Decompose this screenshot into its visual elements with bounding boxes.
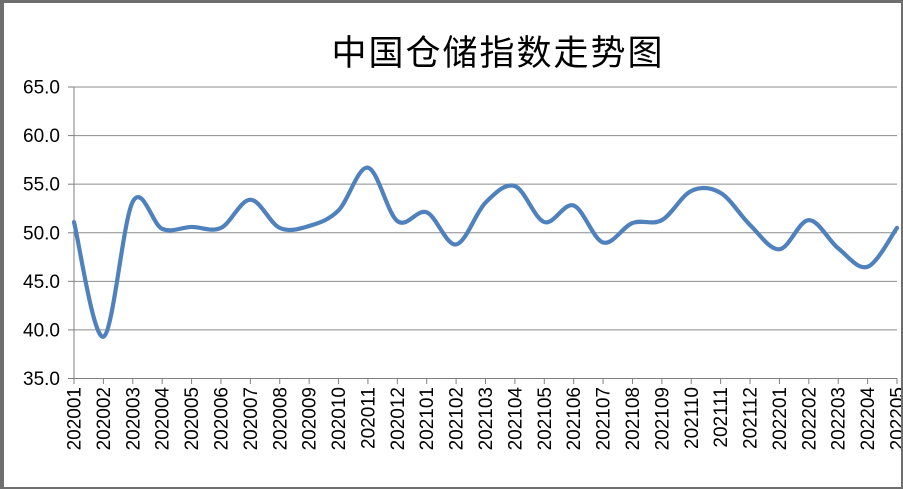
x-axis-label: 202202 (799, 387, 820, 450)
y-axis-label: 35.0 (23, 369, 60, 390)
x-axis-label: 202001 (65, 387, 86, 450)
x-axis-label: 202009 (300, 387, 321, 450)
x-axis-label: 202204 (858, 387, 879, 451)
x-axis-label: 202010 (329, 387, 350, 450)
x-axis-label: 202108 (623, 387, 644, 450)
x-axis-label: 202111 (711, 387, 732, 448)
y-axis-label: 60.0 (23, 126, 60, 147)
y-axis-label: 50.0 (23, 223, 60, 244)
x-axis-label: 202005 (182, 387, 203, 450)
x-axis-label: 202102 (447, 387, 468, 450)
chart-title: 中国仓储指数走势图 (331, 34, 665, 73)
x-axis-label: 202109 (652, 387, 673, 450)
x-axis-label: 202203 (829, 387, 850, 450)
x-axis-label: 202112 (741, 387, 762, 449)
x-axis-label: 202012 (388, 387, 409, 450)
x-axis-label: 202205 (888, 387, 903, 450)
x-axis-label: 202011 (358, 387, 379, 449)
x-axis-label: 202006 (211, 387, 232, 450)
y-axis-label: 55.0 (23, 175, 60, 196)
x-axis-label: 202103 (476, 387, 497, 450)
y-axis-label: 40.0 (23, 320, 60, 341)
x-axis-label: 202002 (94, 387, 115, 450)
x-axis-label: 202107 (594, 387, 615, 450)
y-axis-label: 65.0 (23, 78, 60, 99)
x-axis-label: 202105 (535, 387, 556, 450)
x-axis-label: 202008 (270, 387, 291, 450)
x-axis-label: 202007 (241, 387, 262, 450)
warehousing-index-line (71, 165, 900, 339)
x-axis-label: 202104 (505, 387, 526, 451)
x-axis-label: 202101 (417, 387, 438, 450)
x-axis-label: 202201 (770, 387, 791, 450)
x-axis-label: 202004 (153, 387, 174, 451)
x-axis-label: 202003 (123, 387, 144, 450)
y-axis-label: 45.0 (23, 272, 60, 293)
x-axis-label: 202110 (682, 387, 703, 449)
x-axis-label: 202106 (564, 387, 585, 450)
